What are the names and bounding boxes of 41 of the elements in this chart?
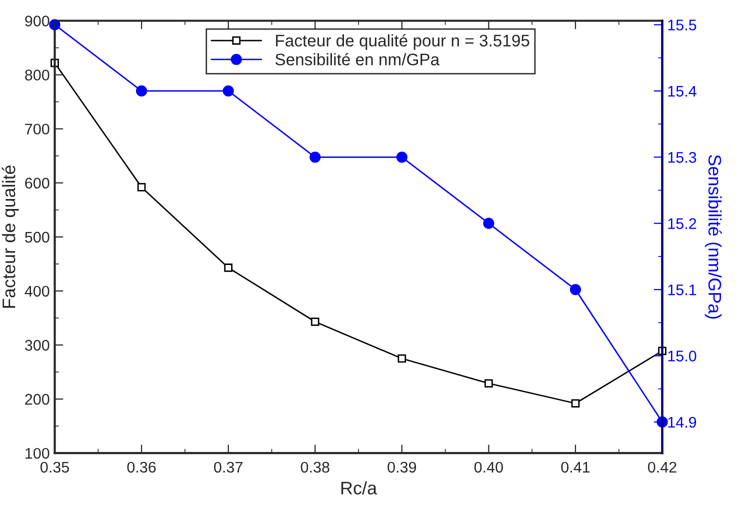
point [310, 152, 321, 163]
y2-axis-title: Sensibilité (nm/GPa) [704, 154, 722, 319]
x-tick-label: 0.39 [388, 462, 416, 473]
y2-tick-label: 15.0 [668, 350, 696, 362]
point [570, 284, 582, 296]
y-tick-label: 900 [25, 16, 50, 26]
y-tick-label: 600 [25, 178, 50, 189]
y-tick-label: 300 [24, 340, 50, 351]
point [310, 318, 320, 326]
point [483, 218, 494, 229]
y-tick-label: 700 [25, 124, 50, 135]
y-tick-label: 500 [25, 232, 50, 243]
y2-tick-label: 14.9 [668, 416, 696, 428]
point [484, 379, 493, 388]
y-tick-label: 400 [24, 286, 50, 297]
point [571, 399, 580, 408]
x-tick-label: 0.35 [40, 462, 69, 473]
x-tick-label: 0.38 [300, 462, 330, 473]
point [396, 152, 408, 163]
legend-label: Sensibilité en nm/GPa [275, 52, 440, 66]
y-tick-label: 100 [26, 448, 50, 459]
y-tick-label: 200 [25, 394, 50, 405]
point [222, 85, 234, 96]
y2-tick-label: 15.3 [668, 152, 696, 163]
x-axis-title: Rc/a [341, 481, 378, 494]
x-tick-label: 0.41 [561, 462, 590, 473]
legend-label: Facteur de qualité pour n = 3.5195 [276, 34, 530, 50]
y-axis-title: Facteur de qualité [2, 165, 19, 308]
point [136, 85, 148, 96]
point [137, 183, 146, 192]
x-tick-label: 0.36 [127, 462, 156, 473]
x-tick-label: 0.42 [648, 462, 676, 473]
y-tick-label: 800 [25, 70, 50, 80]
x-tick-label: 0.37 [214, 462, 242, 473]
point [224, 264, 232, 272]
y2-tick-label: 15.5 [668, 20, 696, 30]
y2-tick-label: 15.1 [668, 284, 696, 296]
point [398, 354, 406, 363]
x-tick-label: 0.40 [474, 462, 503, 473]
y2-tick-label: 15.2 [668, 218, 696, 230]
y2-tick-label: 15.4 [668, 86, 696, 97]
